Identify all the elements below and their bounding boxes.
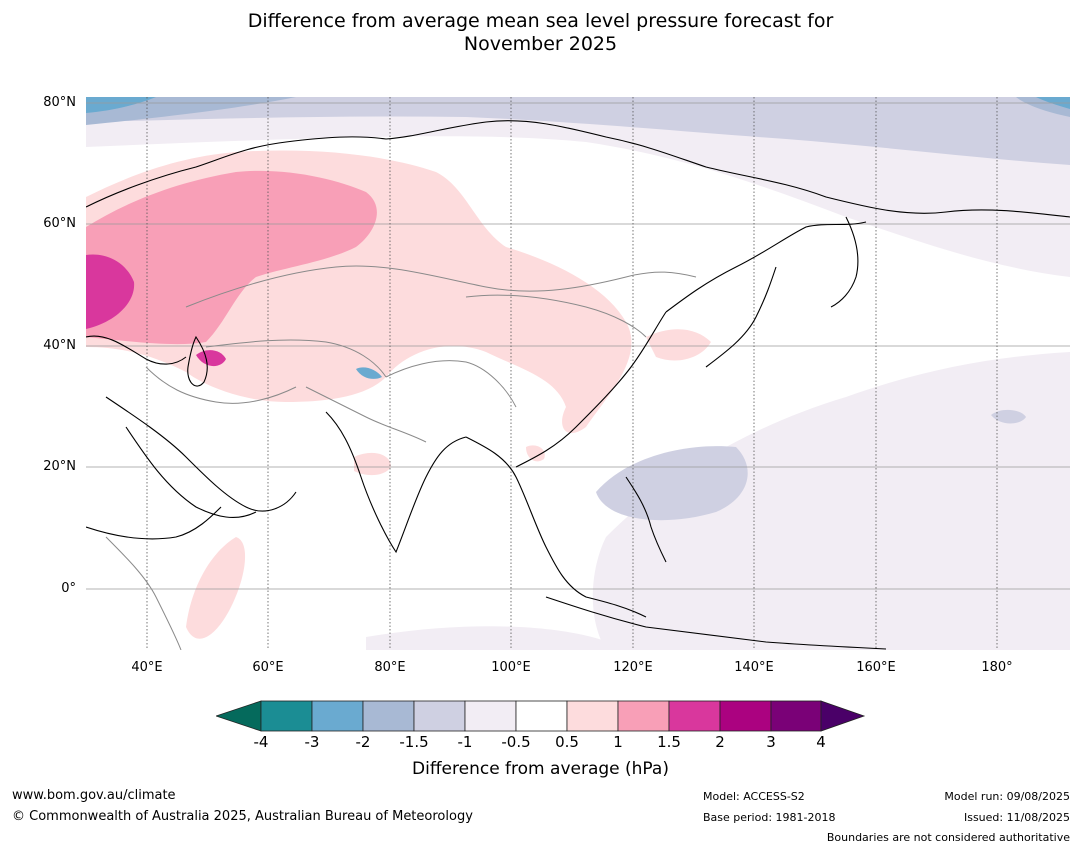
field-tibet-blue [356, 367, 382, 379]
colorbar-label: Difference from average (hPa) [412, 759, 669, 779]
cbar-tick-9: 1.5 [657, 733, 681, 751]
coast-arabia [125, 426, 257, 518]
border-central-asia [205, 339, 387, 378]
model-run-text: Model run: 09/08/2025 [944, 790, 1070, 803]
lon-label-180: 180° [981, 660, 1013, 675]
title-line-2: November 2025 [463, 33, 618, 55]
lat-label-20n: 20°N [43, 459, 76, 474]
field-arctic-blue [86, 97, 1070, 125]
map-panel[interactable] [86, 97, 1070, 650]
field-south-light [366, 626, 626, 650]
field-africa-light [186, 537, 246, 639]
field-pacific-light [592, 352, 1070, 650]
coastlines [86, 120, 1070, 650]
cbar-extend-high [820, 700, 866, 732]
cbar-tick-5: -1 [457, 733, 473, 751]
border-africa [105, 536, 182, 650]
coast-kamchatka [830, 216, 859, 308]
cbar-bin-3 [362, 700, 415, 732]
cbar-bin-10 [719, 700, 772, 732]
coast-europe [86, 335, 187, 365]
coast-india [325, 411, 467, 554]
border-mongolia [465, 294, 647, 338]
title-line-1: Difference from average mean sea level p… [247, 10, 834, 32]
coast-caspian [187, 335, 208, 387]
coast-indonesia [545, 596, 887, 650]
copyright-text: © Commonwealth of Australia 2025, Austra… [12, 809, 473, 824]
lat-label-80n: 80°N [43, 95, 76, 110]
country-borders [105, 265, 697, 650]
cbar-tick-12: 4 [816, 733, 826, 751]
cbar-bin-8 [617, 700, 670, 732]
meridians [146, 97, 998, 650]
cbar-bin-9 [668, 700, 721, 732]
field-arctic-mid [86, 97, 1070, 165]
cbar-tick-10: 2 [715, 733, 725, 751]
field-pacific-small [991, 409, 1026, 424]
lon-label-160e: 160°E [856, 660, 896, 675]
cbar-extend-low [216, 700, 262, 732]
lat-label-0: 0° [61, 581, 76, 596]
base-period-text: Base period: 1981-2018 [703, 811, 836, 824]
graticule [86, 102, 1070, 590]
lat-label-40n: 40°N [43, 338, 76, 353]
coast-japan [705, 266, 777, 368]
border-russia-south [185, 265, 697, 308]
cbar-bin-1 [260, 700, 313, 732]
lon-label-80e: 80°E [374, 660, 406, 675]
border-china-west [385, 360, 517, 408]
cbar-bin-7 [566, 700, 619, 732]
cbar-bin-4 [413, 700, 466, 732]
border-south-asia [305, 386, 427, 443]
anomaly-fields [86, 97, 1070, 650]
field-eurasia-pink [86, 170, 377, 345]
cbar-tick-2: -3 [304, 733, 320, 751]
cbar-tick-1: -4 [253, 733, 269, 751]
cbar-tick-4: -1.5 [399, 733, 429, 751]
coast-china [515, 311, 667, 468]
lat-label-60n: 60°N [43, 216, 76, 231]
cbar-tick-7: 0.5 [555, 733, 579, 751]
colorbar [216, 700, 866, 732]
lon-label-100e: 100°E [491, 660, 531, 675]
border-mideast [145, 366, 297, 404]
field-kazakh-magenta [196, 350, 226, 367]
lon-label-120e: 120°E [613, 660, 653, 675]
disclaimer-text: Boundaries are not considered authoritat… [826, 831, 1070, 844]
coast-seasia [465, 436, 647, 618]
field-philippine-mid [596, 446, 748, 521]
field-se-asia-light [526, 445, 545, 462]
coast-mideast [105, 396, 297, 512]
field-europe-magenta [86, 254, 135, 329]
field-india-light [354, 452, 391, 476]
cbar-bin-11 [770, 700, 822, 732]
cbar-bin-6 [515, 700, 568, 732]
cbar-tick-6: -0.5 [501, 733, 531, 751]
coast-north-eurasia [86, 120, 1070, 218]
chart-title: Difference from average mean sea level p… [0, 10, 1081, 56]
coast-far-east [665, 221, 867, 313]
coast-philippines [625, 476, 667, 563]
lon-label-40e: 40°E [131, 660, 163, 675]
cbar-tick-11: 3 [766, 733, 776, 751]
cbar-tick-8: 1 [613, 733, 623, 751]
cbar-tick-3: -2 [355, 733, 371, 751]
lon-label-140e: 140°E [734, 660, 774, 675]
model-text: Model: ACCESS-S2 [703, 790, 805, 803]
map-svg [86, 97, 1070, 650]
cbar-bin-5 [464, 700, 517, 732]
lon-label-60e: 60°E [252, 660, 284, 675]
coast-africa [86, 506, 222, 540]
issued-text: Issued: 11/08/2025 [963, 811, 1070, 824]
field-east-asia-light [646, 329, 711, 361]
bom-climate-link[interactable]: www.bom.gov.au/climate [12, 788, 176, 803]
cbar-bin-2 [311, 700, 364, 732]
